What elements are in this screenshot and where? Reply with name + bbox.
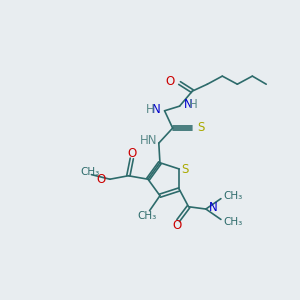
Text: O: O [128, 147, 137, 160]
Text: CH₃: CH₃ [223, 191, 242, 201]
Text: S: S [197, 121, 205, 134]
Text: HN: HN [140, 134, 158, 147]
Text: S: S [182, 163, 189, 176]
Text: O: O [165, 75, 175, 88]
Text: CH₃: CH₃ [81, 167, 100, 177]
Text: N: N [209, 201, 218, 214]
Text: O: O [97, 173, 106, 186]
Text: CH₃: CH₃ [137, 211, 156, 221]
Text: O: O [172, 219, 182, 232]
Text: H: H [189, 98, 198, 111]
Text: N: N [152, 103, 161, 116]
Text: N: N [184, 98, 193, 111]
Text: H: H [146, 103, 155, 116]
Text: CH₃: CH₃ [223, 217, 242, 227]
